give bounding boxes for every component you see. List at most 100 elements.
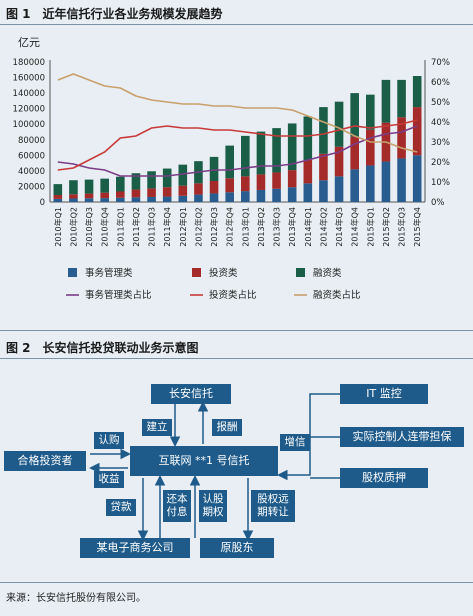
bar (241, 176, 250, 192)
label-income: 收益 (94, 471, 124, 488)
bar (350, 136, 359, 170)
legend-swatch (296, 268, 305, 277)
bar (303, 160, 313, 184)
source-note: 来源：长安信托股份有限公司。 (6, 593, 146, 604)
bar (287, 187, 297, 202)
bar (84, 193, 94, 199)
label-repay: 还本 付息 (163, 490, 191, 522)
node-equity-pledge: 股权质押 (340, 468, 428, 488)
bar (241, 135, 250, 177)
bar (303, 183, 313, 202)
bar (69, 194, 78, 199)
bar (69, 180, 78, 195)
bar (100, 192, 109, 199)
bar (397, 158, 406, 202)
x-tick-label: 2015年Q4 (412, 207, 422, 247)
figure1-bottom-rule (0, 330, 473, 331)
label-repay-line1: 还本 (166, 493, 188, 505)
x-tick-label: 2010年Q4 (100, 207, 110, 247)
bar (194, 194, 203, 202)
bar (225, 192, 234, 202)
node-investor: 合格投资者 (4, 451, 86, 471)
bar (69, 198, 78, 202)
bar (147, 171, 156, 189)
y-left-tick-label: 80000 (18, 136, 45, 146)
label-subscribe: 认购 (94, 432, 124, 449)
bar (241, 191, 250, 202)
node-guarantee: 实际控制人连带担保 (340, 427, 464, 447)
axes: 亿元 0 20000 40000 60000 80000 100000 120000 14000… (13, 36, 450, 247)
y-right-tick-label: 50% (431, 98, 450, 108)
label-equity-transfer: 股权远 期转让 (251, 490, 295, 522)
x-tick-label: 2012年Q3 (209, 207, 219, 247)
x-tick-label: 2015年Q3 (397, 207, 407, 247)
bar (256, 131, 266, 175)
x-tick-label: 2015年Q1 (365, 207, 375, 247)
x-tick-label: 2013年Q2 (256, 207, 266, 247)
bars (53, 76, 422, 202)
bar (131, 173, 141, 190)
bar (131, 197, 141, 202)
bar (412, 76, 422, 108)
y-right-tick-label: 10% (431, 178, 450, 188)
x-tick-label: 2013年Q3 (272, 207, 282, 247)
figure1-rule (0, 24, 473, 25)
bar (131, 189, 141, 198)
x-tick-label: 2012年Q4 (225, 207, 235, 247)
bar (100, 198, 109, 202)
label-reward: 报酬 (212, 419, 242, 436)
bar (397, 117, 406, 159)
bar (381, 79, 391, 123)
y-right-tick-label: 0% (431, 198, 445, 208)
series-line (57, 73, 418, 153)
bar (116, 176, 125, 192)
bar (272, 172, 281, 189)
x-tick-label: 2014年Q2 (318, 207, 328, 247)
x-tick-label: 2011年Q1 (115, 207, 125, 247)
y-left-tick-label: 100000 (13, 120, 45, 130)
bar (100, 178, 109, 193)
bar (53, 184, 63, 195)
diagram-arrows (89, 393, 340, 541)
y-right-tick-label: 30% (431, 138, 450, 148)
arrow-it-monitor (277, 393, 340, 481)
bar (209, 193, 219, 202)
bar (287, 123, 297, 171)
y-right-tick-label: 40% (431, 118, 450, 128)
label-option: 认股 期权 (199, 490, 227, 522)
legend-swatch (68, 268, 77, 277)
bar (209, 181, 219, 194)
bar (397, 79, 406, 118)
bar (84, 198, 94, 202)
bar (272, 128, 281, 173)
y-left-tick-label: 60000 (18, 151, 45, 161)
bar (53, 198, 63, 202)
node-it-monitor: IT 监控 (340, 384, 428, 404)
x-tick-label: 2010年Q1 (53, 207, 63, 247)
bar (53, 195, 63, 199)
bar (319, 107, 328, 154)
legend-label: 融资类占比 (313, 289, 361, 301)
legend-label: 事务管理类占比 (85, 289, 152, 301)
label-equity-transfer-line2: 期转让 (257, 506, 289, 518)
bar (272, 188, 281, 202)
lines (57, 73, 418, 177)
bar (225, 178, 234, 193)
unit-label: 亿元 (18, 36, 40, 49)
legend-label: 事务管理类 (85, 267, 133, 279)
bar (381, 161, 391, 202)
y-left-tick-label: 180000 (13, 58, 45, 68)
x-tick-label: 2010年Q3 (84, 207, 94, 247)
bar (116, 191, 125, 198)
bar (178, 195, 188, 202)
bar (225, 145, 234, 179)
bar (116, 197, 125, 202)
x-tick-label: 2014年Q1 (303, 207, 313, 247)
y-right-tick-label: 70% (431, 58, 450, 68)
bar (319, 153, 328, 181)
bar (366, 165, 375, 202)
label-establish: 建立 (142, 419, 172, 436)
figure2-title: 图 2 长安信托投贷联动业务示意图 (6, 341, 199, 355)
bar (256, 189, 266, 202)
